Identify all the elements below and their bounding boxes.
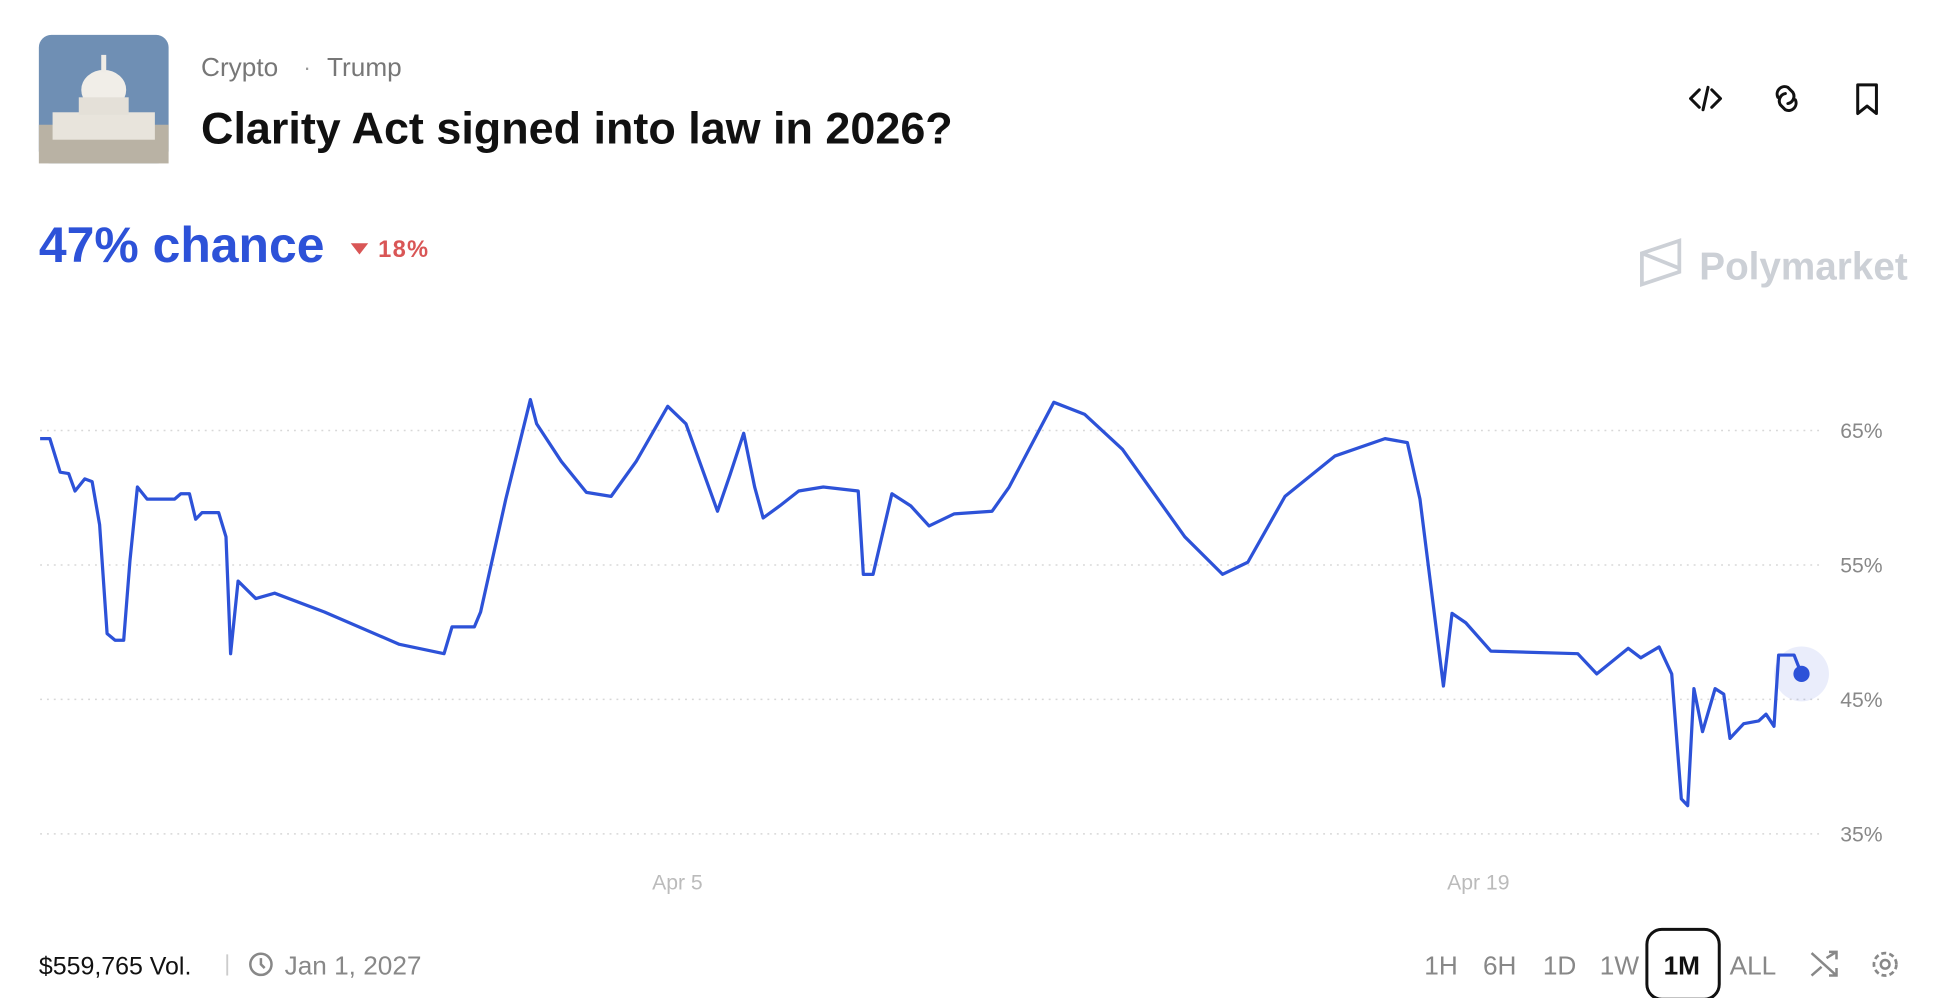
range-button[interactable]: 1M [1664, 950, 1700, 980]
volume: $559,765 Vol. [39, 952, 192, 980]
compare-icon[interactable] [1810, 950, 1838, 977]
tag[interactable]: Trump [327, 52, 402, 82]
y-tick-label: 55% [1840, 554, 1883, 577]
chance: 47% chance [39, 217, 325, 273]
clock-icon [249, 952, 273, 977]
clock-hand [259, 958, 266, 969]
range-selector: 1H 6H 1D 1W 1M ALL [1424, 927, 1777, 998]
y-tick-label: 35% [1840, 823, 1883, 846]
price-line [40, 397, 1803, 808]
range-selected [1645, 927, 1721, 998]
y-tick-label: 65% [1840, 420, 1883, 443]
separator: · [303, 55, 310, 80]
range-button[interactable]: 1H [1424, 950, 1457, 980]
range-button[interactable]: 1D [1543, 950, 1576, 980]
y-tick-label: 45% [1840, 689, 1883, 712]
link-icon[interactable] [1775, 85, 1798, 112]
end-date: Jan 1, 2027 [285, 950, 422, 980]
brand: Polymarket [1699, 245, 1908, 288]
last-point [1793, 665, 1810, 682]
brand-logo [1640, 238, 1682, 288]
range-button[interactable]: ALL [1730, 950, 1777, 980]
market-image [38, 34, 169, 164]
x-tick-label: Apr 19 [1447, 871, 1509, 894]
range-button[interactable]: 1W [1600, 950, 1640, 980]
market-title: Clarity Act signed into law in 2026? [201, 102, 953, 153]
settings-hub [1879, 958, 1891, 970]
change-arrow [350, 243, 369, 255]
range-button[interactable]: 6H [1483, 950, 1516, 980]
bookmark-icon[interactable] [1856, 83, 1878, 116]
change: 18% [378, 237, 429, 263]
category[interactable]: Crypto [201, 52, 278, 82]
plot: 35% 45% 55% 65% Apr 5 Apr 19 [40, 397, 1883, 894]
x-tick-label: Apr 5 [652, 871, 703, 894]
embed-icon[interactable] [1689, 85, 1722, 112]
settings-icon[interactable] [1872, 951, 1898, 977]
